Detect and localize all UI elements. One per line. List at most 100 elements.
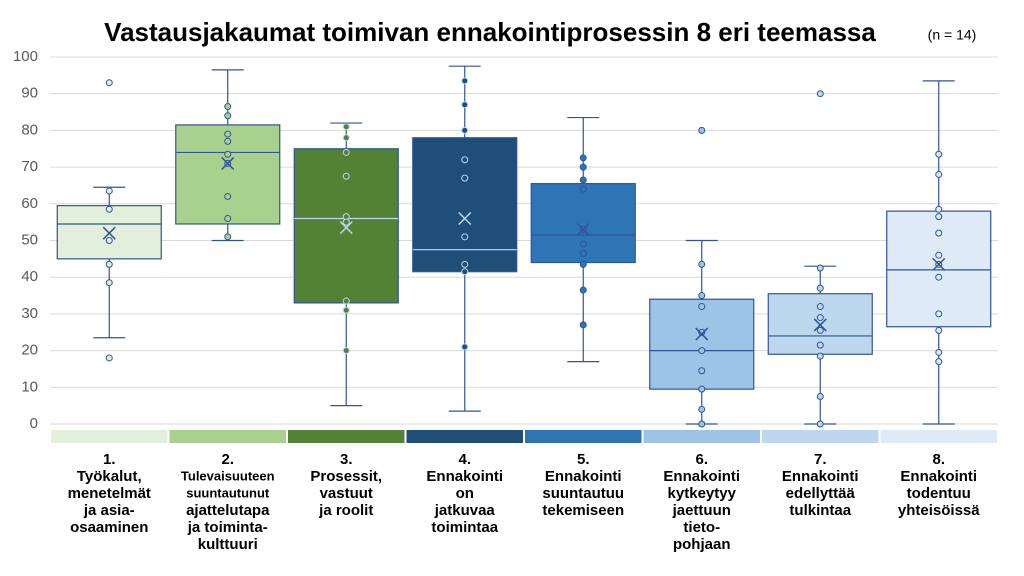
- y-tick-label: 20: [21, 342, 38, 359]
- x-tick-label: suuntautunut: [186, 485, 270, 500]
- data-point: [935, 348, 943, 356]
- x-tick-label: yhteisöissä: [898, 502, 980, 519]
- x-tick-label: ajattelutapa: [186, 502, 270, 519]
- category-strip: [406, 430, 523, 443]
- data-point: [579, 163, 587, 171]
- data-point: [461, 233, 469, 241]
- x-tick-label: osaaminen: [70, 519, 148, 536]
- x-tick-label: 8.: [932, 451, 945, 468]
- data-point: [816, 352, 824, 360]
- data-point: [816, 314, 824, 322]
- data-point: [579, 249, 587, 257]
- mean-marker: [813, 318, 827, 332]
- data-point: [224, 214, 232, 222]
- data-point: [461, 260, 469, 268]
- data-point: [461, 343, 469, 351]
- x-tick-label: menetelmät: [68, 485, 151, 502]
- data-point: [224, 103, 232, 111]
- y-tick-label: 90: [21, 85, 38, 102]
- data-point: [816, 392, 824, 400]
- x-tick-label: jaettuun: [672, 502, 731, 519]
- mean-marker: [102, 226, 116, 240]
- data-point: [816, 341, 824, 349]
- box: [530, 183, 636, 264]
- mean-marker: [932, 257, 946, 271]
- mean-marker: [695, 327, 709, 341]
- data-point: [935, 251, 943, 259]
- data-point: [342, 218, 350, 226]
- data-point: [105, 205, 113, 213]
- data-point: [698, 405, 706, 413]
- x-tick-label: 2.: [221, 451, 234, 468]
- data-point: [816, 284, 824, 292]
- y-tick-label: 10: [21, 378, 38, 395]
- x-tick-label: tieto-: [683, 519, 720, 536]
- data-point: [461, 174, 469, 182]
- data-point: [579, 260, 587, 268]
- data-point: [935, 273, 943, 281]
- x-tick-label: ja asia-: [83, 502, 135, 519]
- data-point: [698, 420, 706, 428]
- data-point: [224, 137, 232, 145]
- category-strip: [643, 430, 760, 443]
- box: [886, 210, 992, 328]
- mean-marker: [221, 156, 235, 170]
- category-strip: [762, 430, 879, 443]
- x-tick-label: tulkintaa: [789, 502, 851, 519]
- x-tick-label: ja roolit: [318, 502, 373, 519]
- y-tick-label: 60: [21, 195, 38, 212]
- data-point: [105, 237, 113, 244]
- data-point: [105, 260, 113, 268]
- data-point: [461, 77, 469, 85]
- x-tick-label: Ennakointi: [545, 468, 622, 485]
- x-tick-label: kytkeytyy: [668, 485, 737, 502]
- y-tick-label: 80: [21, 121, 38, 138]
- data-point: [816, 303, 824, 311]
- x-tick-label: pohjaan: [673, 536, 731, 553]
- x-tick-label: 5.: [577, 451, 590, 468]
- mean-marker: [576, 222, 590, 237]
- y-tick-label: 50: [21, 231, 38, 248]
- x-tick-label: vastuut: [320, 485, 373, 502]
- data-point: [342, 347, 350, 355]
- category-strip: [288, 430, 405, 443]
- data-point: [935, 326, 943, 334]
- data-point: [579, 240, 587, 248]
- y-tick-label: 70: [21, 158, 38, 175]
- x-tick-label: Tulevaisuuteen: [181, 468, 275, 483]
- y-tick-label: 0: [30, 415, 38, 432]
- data-point: [342, 172, 350, 180]
- data-point: [935, 150, 943, 158]
- y-tick-label: 30: [21, 305, 38, 322]
- x-tick-label: on: [456, 485, 474, 502]
- data-point: [224, 112, 232, 120]
- data-point: [224, 192, 232, 200]
- x-tick-label: tekemiseen: [542, 502, 624, 519]
- data-point: [461, 126, 469, 134]
- data-point: [579, 321, 587, 329]
- x-tick-label: kulttuuri: [198, 536, 258, 553]
- category-strip: [169, 430, 286, 443]
- data-point: [105, 187, 113, 195]
- data-point: [698, 367, 706, 375]
- category-strip: [525, 430, 642, 443]
- data-point: [224, 130, 232, 138]
- data-point: [816, 420, 824, 428]
- x-tick-label: 3.: [340, 451, 353, 468]
- data-point: [698, 292, 706, 300]
- data-point: [698, 303, 706, 311]
- x-tick-label: toimintaa: [431, 519, 498, 536]
- x-tick-label: Ennakointi: [663, 468, 740, 485]
- data-point: [579, 154, 587, 162]
- x-tick-label: 4.: [458, 451, 471, 468]
- mean-marker: [339, 221, 353, 235]
- data-point: [935, 213, 943, 221]
- data-point: [698, 126, 706, 134]
- data-point: [105, 279, 113, 287]
- data-point: [224, 150, 232, 158]
- x-tick-label: Ennakointi: [900, 468, 977, 485]
- data-point: [579, 286, 587, 294]
- x-tick-label: 1.: [103, 451, 116, 468]
- chart-subtitle: (n = 14): [928, 27, 977, 43]
- data-point: [935, 310, 943, 318]
